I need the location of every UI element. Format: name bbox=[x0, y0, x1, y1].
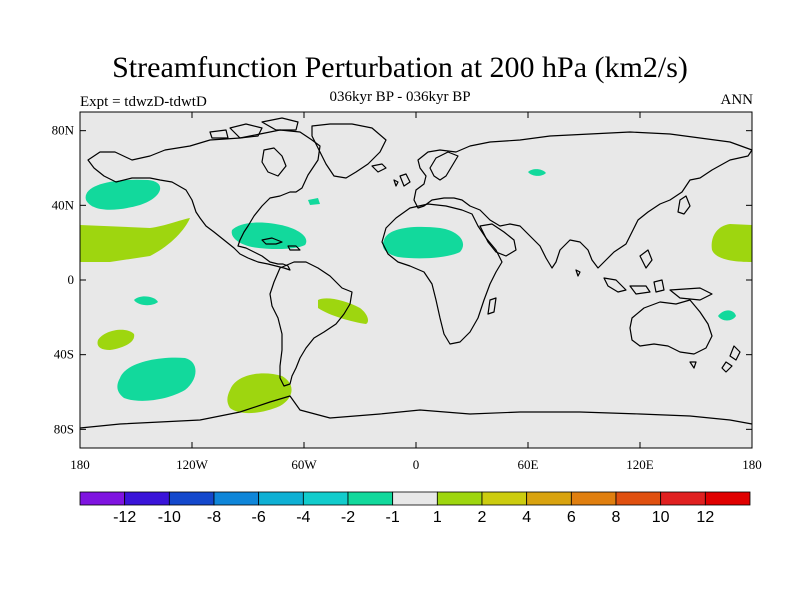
colorbar-swatch bbox=[615, 491, 662, 506]
colorbar-label: -2 bbox=[341, 509, 355, 526]
coastline-antarctica bbox=[79, 395, 753, 429]
contour-region bbox=[318, 298, 368, 324]
coastline-japan bbox=[677, 195, 691, 215]
colorbar-label: 10 bbox=[652, 509, 670, 526]
colorbar-label: -12 bbox=[113, 509, 136, 526]
colorbar-label: 2 bbox=[478, 509, 487, 526]
colorbar-label: 1 bbox=[433, 509, 442, 526]
coastline-north-america bbox=[87, 129, 321, 271]
coastline-tasmania bbox=[689, 361, 697, 369]
coastline-sri-lanka bbox=[575, 269, 581, 277]
colorbar-label: -4 bbox=[296, 509, 310, 526]
lon-tick-label: 60W bbox=[291, 457, 317, 472]
colorbar-label: -8 bbox=[207, 509, 221, 526]
coastline-caribbean bbox=[261, 237, 301, 251]
contour-region bbox=[85, 179, 161, 210]
coastline-hudson-bay bbox=[261, 147, 287, 177]
colorbar-swatch bbox=[660, 491, 706, 506]
coastline-arabia bbox=[479, 223, 517, 257]
contour-region bbox=[80, 218, 190, 262]
contour-region bbox=[117, 357, 196, 401]
colorbar-swatch bbox=[526, 491, 572, 506]
colorbar-label: -10 bbox=[158, 509, 181, 526]
coastline-indonesia bbox=[603, 249, 713, 301]
lat-tick-label: 0 bbox=[68, 272, 75, 287]
colorbar-label: -1 bbox=[386, 509, 400, 526]
coastline-eurasia bbox=[413, 131, 753, 269]
lat-tick-label: 80S bbox=[54, 421, 74, 436]
coastline-south-america bbox=[269, 261, 353, 387]
colorbar-label: -6 bbox=[252, 509, 266, 526]
map-subtitle: 036kyr BP - 036kyr BP bbox=[329, 89, 471, 105]
contour-region bbox=[711, 224, 752, 262]
contour-region bbox=[227, 373, 292, 414]
colorbar-swatch bbox=[392, 491, 438, 506]
colorbar-swatch bbox=[124, 491, 170, 506]
coastline-iceland bbox=[371, 163, 387, 173]
colorbar-swatch bbox=[481, 491, 528, 506]
contour-region bbox=[528, 169, 546, 176]
coastlines bbox=[79, 117, 753, 429]
lon-tick-label: 180 bbox=[70, 457, 90, 472]
coastline-new-zealand bbox=[721, 345, 741, 373]
coastline-arctic-islands bbox=[209, 117, 299, 139]
season-label: ANN bbox=[720, 92, 754, 108]
contour-region bbox=[308, 198, 320, 205]
contour-region bbox=[382, 226, 464, 259]
coastline-scandinavia bbox=[429, 151, 459, 181]
map-panel bbox=[80, 112, 752, 448]
lon-tick-label: 120E bbox=[626, 457, 654, 472]
colorbar-label: 12 bbox=[696, 509, 714, 526]
field-shading bbox=[80, 169, 752, 414]
colorbar-swatch bbox=[168, 491, 215, 506]
lon-tick-label: 180 bbox=[742, 457, 762, 472]
colorbar-swatch bbox=[302, 491, 349, 506]
contour-region bbox=[718, 310, 736, 321]
map-title: Streamfunction Perturbation at 200 hPa (… bbox=[112, 51, 688, 84]
coastline-australia bbox=[629, 299, 713, 355]
lon-tick-label: 0 bbox=[413, 457, 420, 472]
lat-tick-label: 80N bbox=[52, 123, 75, 138]
coastline-madagascar bbox=[487, 297, 497, 315]
experiment-label: Expt = tdwzD-tdwtD bbox=[80, 94, 207, 110]
colorbar-swatch bbox=[436, 491, 483, 506]
colorbar-swatch bbox=[570, 491, 617, 506]
colorbar: -12 -10 -8 -6 -4 -2 -1 1 2 4 6 8 10 12 bbox=[79, 491, 751, 526]
colorbar-label: 4 bbox=[522, 509, 531, 526]
lon-tick-label: 60E bbox=[518, 457, 539, 472]
lon-tick-label: 120W bbox=[176, 457, 209, 472]
coastline-british-isles bbox=[393, 173, 411, 187]
contour-region bbox=[231, 222, 307, 250]
coastline-africa bbox=[381, 203, 503, 345]
colorbar-label: 8 bbox=[612, 509, 621, 526]
contour-region bbox=[134, 296, 158, 306]
colorbar-swatch bbox=[704, 491, 751, 506]
colorbar-swatch bbox=[347, 491, 394, 506]
map-axes: 80N 40N 0 40S 80S 180 120W 60W 0 60E 120E 180 bbox=[52, 112, 762, 472]
contour-region bbox=[97, 329, 135, 350]
lat-tick-label: 40N bbox=[52, 197, 75, 212]
coastline-greenland bbox=[311, 123, 387, 179]
colorbar-swatch bbox=[213, 491, 260, 506]
colorbar-swatch bbox=[258, 491, 304, 506]
lat-tick-label: 40S bbox=[54, 347, 74, 362]
colorbar-label: 6 bbox=[567, 509, 576, 526]
colorbar-swatch bbox=[79, 491, 126, 506]
